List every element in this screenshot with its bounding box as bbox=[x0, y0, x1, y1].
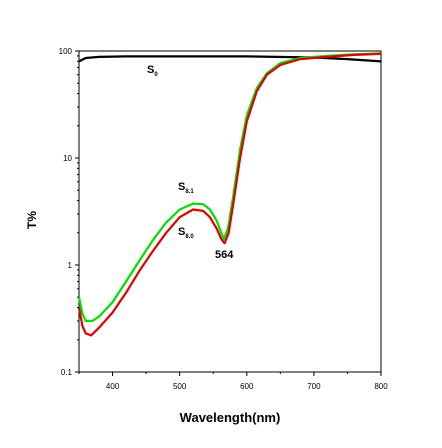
series-label: S8.1 bbox=[178, 181, 194, 195]
x-axis-title: Wavelength(nm) bbox=[180, 410, 281, 425]
y-tick-label: 1 bbox=[68, 261, 73, 270]
series-label: S8.0 bbox=[178, 226, 194, 240]
y-tick-label: 100 bbox=[59, 47, 73, 56]
x-axis-ticks: 400 500 600 700 800 bbox=[78, 372, 388, 391]
series-labels: S0 S8.1 S8.0 564 bbox=[147, 64, 234, 261]
y-tick-label: 0.1 bbox=[61, 368, 73, 377]
x-tick-label: 800 bbox=[374, 382, 388, 391]
series-line bbox=[77, 52, 382, 322]
x-tick-label: 700 bbox=[307, 382, 321, 391]
series-line bbox=[78, 55, 382, 63]
y-axis-ticks: 0.1 1 10 100 bbox=[59, 47, 79, 377]
x-tick-label: 600 bbox=[240, 382, 254, 391]
series-label: S0 bbox=[147, 64, 158, 78]
y-tick-label: 10 bbox=[63, 154, 72, 163]
x-tick-label: 500 bbox=[173, 382, 187, 391]
x-tick-label: 400 bbox=[106, 382, 120, 391]
y-axis-title: T% bbox=[25, 211, 39, 229]
plot-frame bbox=[78, 50, 382, 373]
series-line bbox=[77, 52, 382, 337]
annotation-label: 564 bbox=[215, 249, 234, 261]
series-layer bbox=[77, 52, 382, 337]
